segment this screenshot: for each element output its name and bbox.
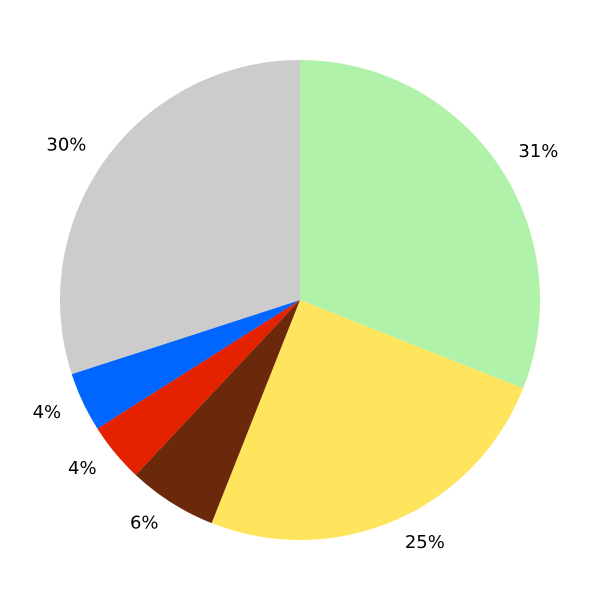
slice-label: 30%	[46, 134, 86, 155]
pie-slice	[59, 60, 300, 375]
slice-label: 25%	[405, 532, 445, 553]
pie-slice	[71, 300, 301, 429]
slice-label: 6%	[130, 512, 159, 533]
slice-label: 4%	[33, 402, 62, 423]
pie-slice	[211, 300, 524, 541]
pie-slice	[300, 60, 540, 389]
pie-slice	[135, 300, 300, 524]
pie-slice	[97, 300, 300, 475]
slice-label: 4%	[68, 458, 97, 479]
pie-labels: 31% 25% 6% 4% 4% 30%	[33, 134, 559, 552]
pie-slices	[59, 60, 540, 541]
slice-label: 31%	[518, 141, 558, 162]
